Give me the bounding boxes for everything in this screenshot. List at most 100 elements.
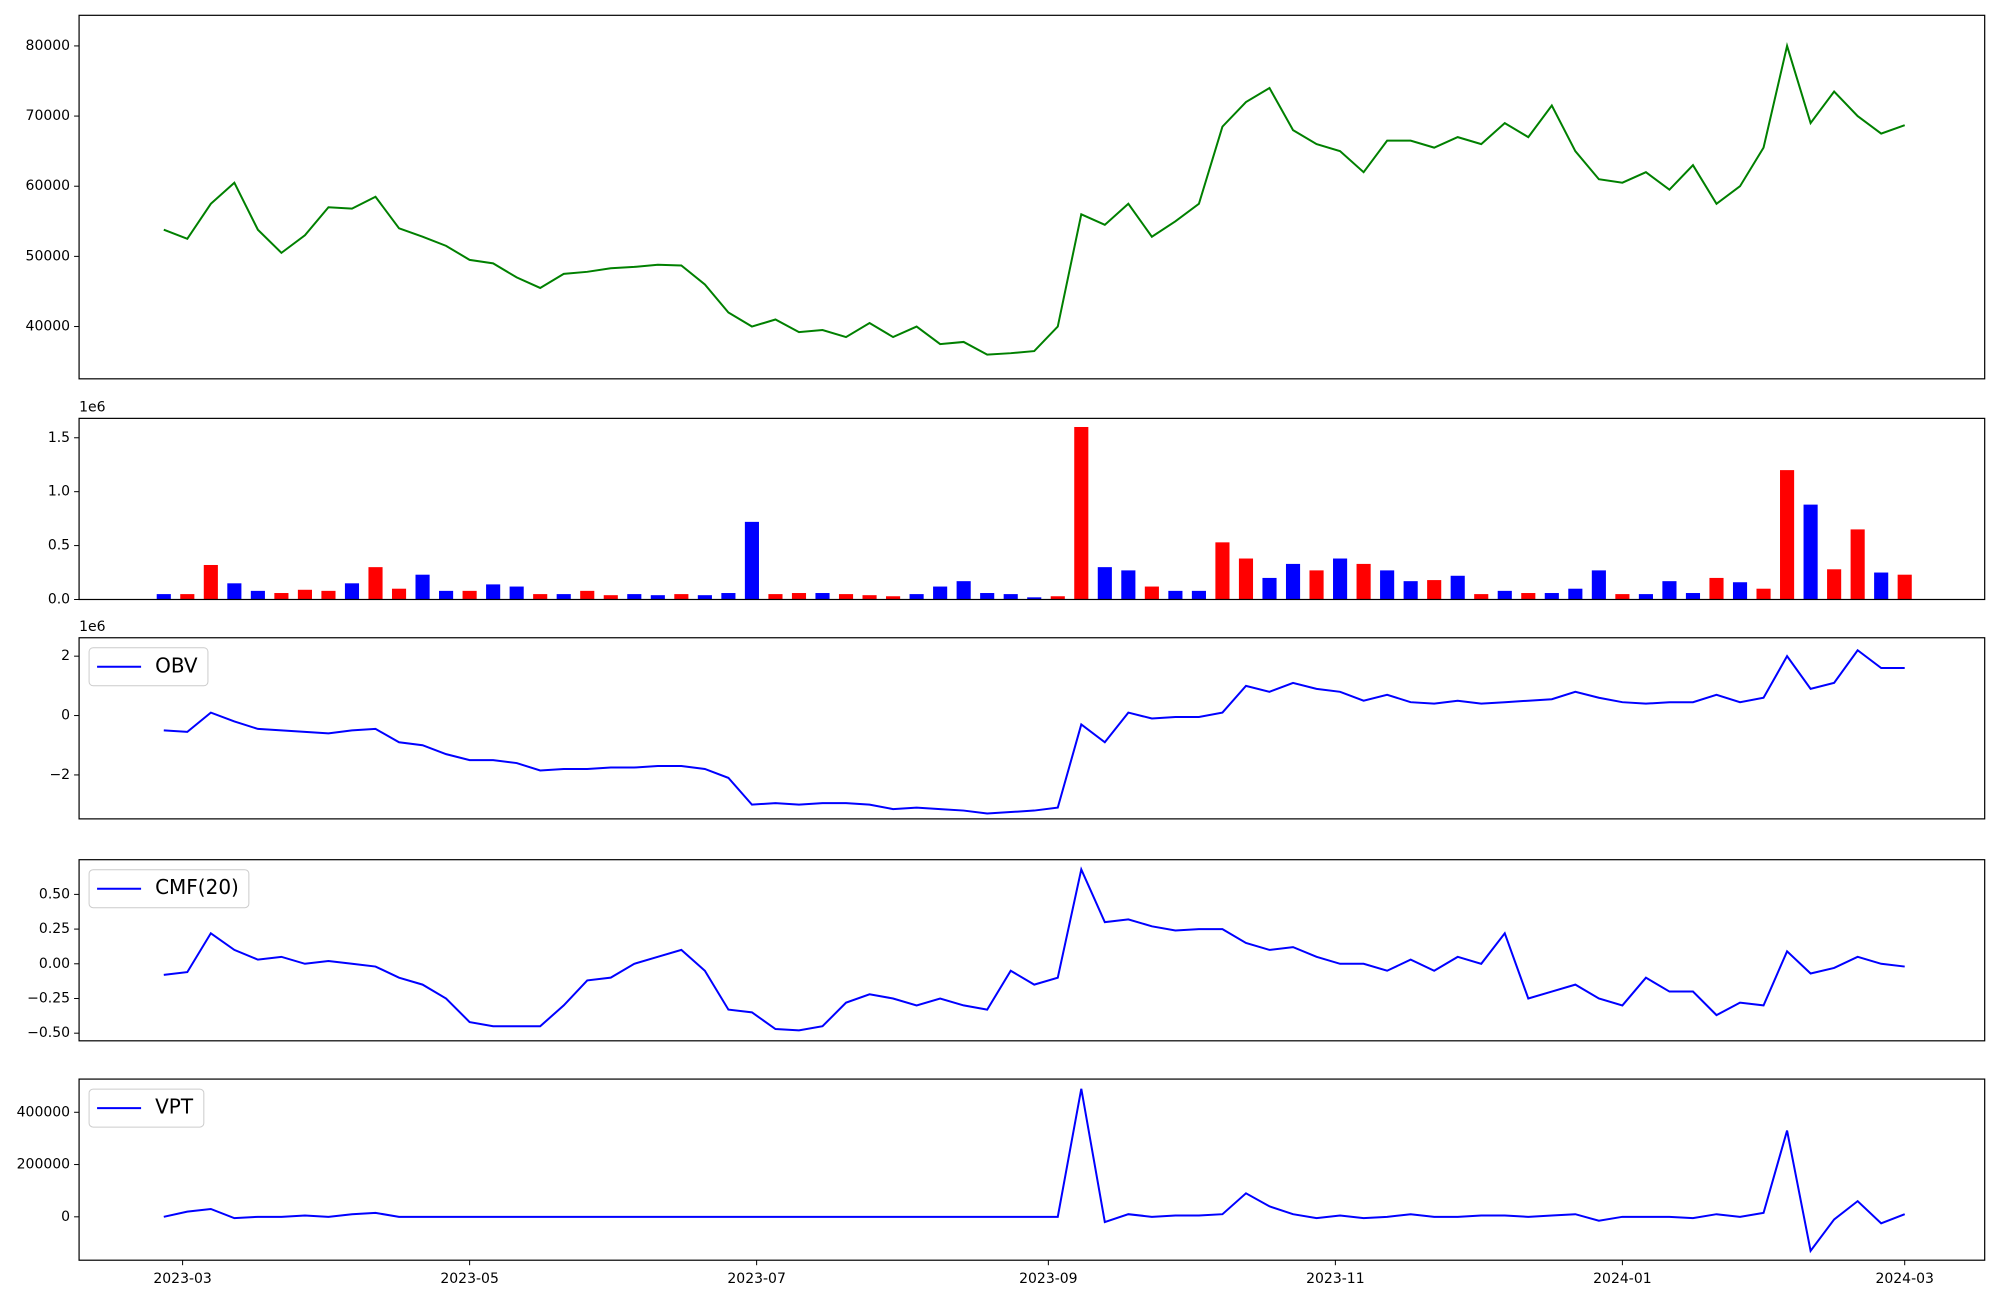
volume-bar	[1615, 594, 1630, 600]
axes-frame	[78, 14, 1986, 380]
volume-bar	[1238, 558, 1254, 600]
volume-bar	[439, 590, 454, 600]
x-tick-label: 2024-03	[1875, 1271, 1934, 1287]
volume-bar	[980, 593, 995, 600]
legend: VPT	[88, 1088, 205, 1128]
legend: OBV	[88, 647, 209, 687]
y-tick-label: −0.50	[27, 1025, 70, 1041]
y-tick-label: 50000	[26, 248, 71, 264]
volume-bar	[1403, 581, 1418, 600]
volume-bar	[838, 594, 854, 600]
volume-bar	[509, 586, 524, 600]
volume-bar	[1474, 594, 1489, 600]
volume-bar	[344, 583, 360, 600]
volume-bar	[603, 595, 618, 600]
volume-bar	[744, 521, 759, 600]
volume-bar	[1003, 594, 1018, 600]
volume-bar	[886, 596, 901, 600]
y-tick-label: 60000	[26, 178, 71, 194]
volume-bar	[956, 581, 971, 600]
volume-bar	[250, 590, 265, 600]
volume-bar	[1144, 586, 1159, 600]
volume-bar	[1356, 563, 1371, 600]
volume-bar	[1544, 593, 1559, 600]
x-tick-label: 2023-11	[1306, 1271, 1365, 1287]
volume-bar	[721, 593, 736, 600]
volume-bar	[556, 594, 571, 600]
x-tick-label: 2023-05	[440, 1271, 499, 1287]
legend-label: OBV	[155, 653, 198, 677]
volume-bar	[1168, 590, 1183, 600]
y-tick-label: 40000	[26, 319, 71, 335]
volume-bar	[1074, 426, 1089, 600]
volume-bar	[156, 594, 171, 600]
volume-bar	[1262, 577, 1277, 600]
legend: CMF(20)	[88, 869, 250, 909]
y-tick-label: 0	[61, 1209, 70, 1225]
volume-bar	[909, 594, 924, 600]
volume-bar	[1780, 470, 1795, 600]
volume-bar	[815, 593, 830, 600]
volume-bar	[1380, 570, 1395, 600]
y-tick-label: 2	[61, 648, 70, 664]
legend-box	[88, 869, 250, 909]
volume-bar	[1756, 588, 1771, 600]
volume-bar	[1427, 580, 1442, 600]
volume-bar	[1568, 588, 1583, 600]
y-tick-label: 0.00	[39, 956, 70, 972]
volume-bar	[1709, 577, 1724, 600]
axes-frame	[78, 859, 1986, 1042]
legend-label: CMF(20)	[155, 875, 239, 899]
volume-bar	[1333, 558, 1348, 600]
volume-bar	[203, 564, 218, 600]
volume-bar	[1121, 570, 1136, 600]
y-tick-label: 0	[61, 708, 70, 724]
volume-bar	[368, 567, 383, 600]
volume-bar	[1874, 572, 1889, 600]
volume-bar	[674, 594, 689, 600]
volume-bar	[1732, 582, 1748, 600]
x-tick-label: 2023-09	[1019, 1271, 1078, 1287]
volume-bar	[391, 588, 407, 600]
volume-bar	[1662, 581, 1677, 600]
volume-bar	[1521, 593, 1536, 600]
y-offset-label: 1e6	[79, 399, 106, 415]
volume-bar	[650, 595, 665, 600]
x-tick-label: 2024-01	[1593, 1271, 1652, 1287]
y-tick-label: 1.5	[48, 430, 70, 446]
volume-bar	[1097, 567, 1112, 600]
volume-bar	[297, 589, 312, 600]
volume-bar	[627, 594, 642, 600]
volume-bar	[1285, 563, 1301, 600]
legend-box	[88, 1088, 205, 1128]
volume-bar	[1215, 542, 1230, 600]
axes-frame	[78, 637, 1986, 820]
y-tick-label: 0.0	[48, 591, 70, 607]
legend-label: VPT	[155, 1095, 194, 1119]
volume-bar	[791, 593, 807, 600]
volume-bar	[1027, 597, 1042, 600]
legend-box	[88, 647, 209, 687]
y-tick-label: 400000	[17, 1104, 70, 1120]
y-tick-label: 0.50	[39, 886, 70, 902]
volume-bar	[1850, 529, 1865, 600]
y-tick-label: −0.25	[27, 990, 70, 1006]
x-tick-label: 2023-03	[153, 1271, 212, 1287]
series-line	[163, 648, 1905, 815]
volume-bar	[1450, 575, 1465, 600]
volume-bar	[462, 590, 477, 600]
volume-bar	[227, 583, 242, 600]
y-tick-label: 0.25	[39, 921, 70, 937]
volume-bar	[486, 584, 501, 600]
axes-frame	[78, 417, 1986, 601]
volume-bar	[697, 595, 712, 600]
series-line	[163, 42, 1906, 356]
volume-bar	[180, 594, 195, 600]
volume-bar	[274, 593, 289, 600]
volume-bar	[1050, 596, 1065, 600]
volume-bar	[1803, 504, 1818, 600]
y-offset-label: 1e6	[79, 619, 106, 635]
volume-bar	[933, 586, 948, 600]
y-tick-label: 200000	[17, 1157, 70, 1173]
